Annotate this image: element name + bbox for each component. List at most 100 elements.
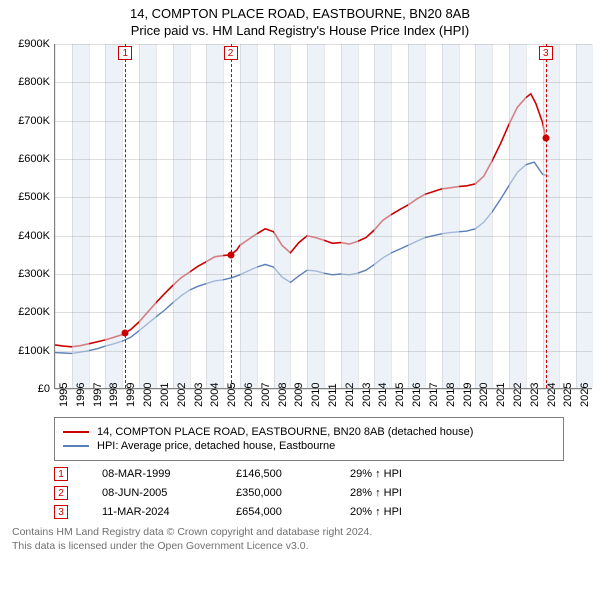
x-tick-label: 2024 [546, 383, 558, 407]
gridline-v [576, 44, 577, 388]
x-tick-label: 2012 [344, 383, 356, 407]
y-tick-label: £0 [38, 383, 50, 395]
y-tick-label: £400K [18, 230, 50, 242]
event-number: 3 [54, 505, 68, 519]
x-tick-label: 2007 [260, 383, 272, 407]
year-shade [206, 44, 223, 388]
gridline-v [324, 44, 325, 388]
y-tick-label: £100K [18, 345, 50, 357]
gridline-v [391, 44, 392, 388]
x-tick-label: 1997 [92, 383, 104, 407]
x-tick-label: 1995 [58, 383, 70, 407]
x-tick-label: 2016 [411, 383, 423, 407]
y-tick-label: £700K [18, 115, 50, 127]
legend-label: HPI: Average price, detached house, East… [97, 440, 335, 452]
gridline-v [274, 44, 275, 388]
x-tick-label: 2017 [428, 383, 440, 407]
event-marker: 3 [539, 46, 553, 60]
event-price: £350,000 [236, 487, 316, 499]
x-tick-label: 2011 [327, 383, 339, 407]
legend-row: 14, COMPTON PLACE ROAD, EASTBOURNE, BN20… [63, 426, 555, 438]
year-shade [105, 44, 122, 388]
x-tick-label: 2003 [193, 383, 205, 407]
x-tick-label: 1998 [108, 383, 120, 407]
y-tick-label: £300K [18, 268, 50, 280]
gridline-v [307, 44, 308, 388]
year-shade [374, 44, 391, 388]
gridline-v [442, 44, 443, 388]
gridline-v [223, 44, 224, 388]
x-tick-label: 1996 [75, 383, 87, 407]
title-line2: Price paid vs. HM Land Registry's House … [8, 23, 592, 38]
title-line1: 14, COMPTON PLACE ROAD, EASTBOURNE, BN20… [8, 6, 592, 21]
gridline-v [475, 44, 476, 388]
year-shade [475, 44, 492, 388]
chart-title-block: 14, COMPTON PLACE ROAD, EASTBOURNE, BN20… [0, 0, 600, 40]
year-shade [274, 44, 291, 388]
event-number: 2 [54, 486, 68, 500]
y-tick-label: £800K [18, 76, 50, 88]
gridline-v [559, 44, 560, 388]
footer-line2: This data is licensed under the Open Gov… [12, 539, 592, 553]
x-tick-label: 2015 [394, 383, 406, 407]
event-marker: 2 [224, 46, 238, 60]
gridline-v [374, 44, 375, 388]
year-shade [240, 44, 257, 388]
x-tick-label: 2021 [495, 383, 507, 407]
gridline-v [257, 44, 258, 388]
gridline-v [55, 44, 56, 388]
gridline-v [509, 44, 510, 388]
event-table-row: 108-MAR-1999£146,50029% ↑ HPI [54, 467, 592, 481]
chart-area: £0£100K£200K£300K£400K£500K£600K£700K£80… [8, 44, 592, 409]
x-tick-label: 2014 [377, 383, 389, 407]
gridline-v [425, 44, 426, 388]
event-hpi: 20% ↑ HPI [350, 506, 440, 518]
x-tick-label: 2018 [445, 383, 457, 407]
x-tick-label: 2022 [512, 383, 524, 407]
x-tick-label: 2004 [209, 383, 221, 407]
x-tick-label: 2009 [293, 383, 305, 407]
year-shade [341, 44, 358, 388]
year-shade [442, 44, 459, 388]
event-point [542, 135, 549, 142]
event-hpi: 28% ↑ HPI [350, 487, 440, 499]
gridline-v [206, 44, 207, 388]
event-line [231, 44, 232, 388]
x-tick-label: 2010 [310, 383, 322, 407]
legend-swatch [63, 431, 89, 433]
event-table-row: 2 08-JUN-2005 £350,000 28% ↑ HPI [54, 486, 592, 500]
y-tick-label: £500K [18, 191, 50, 203]
event-date: 08-JUN-2005 [102, 487, 202, 499]
event-date: 08-MAR-1999 [102, 468, 202, 480]
gridline-v [139, 44, 140, 388]
legend-label: 14, COMPTON PLACE ROAD, EASTBOURNE, BN20… [97, 426, 473, 438]
event-table-row: 311-MAR-2024£654,00020% ↑ HPI [54, 505, 592, 519]
gridline-v [492, 44, 493, 388]
gridline-v [240, 44, 241, 388]
event-point [227, 251, 234, 258]
gridline-v [173, 44, 174, 388]
gridline-v [72, 44, 73, 388]
y-axis: £0£100K£200K£300K£400K£500K£600K£700K£80… [8, 44, 54, 389]
event-hpi: 29% ↑ HPI [350, 468, 440, 480]
x-tick-label: 2006 [243, 383, 255, 407]
x-tick-label: 2020 [478, 383, 490, 407]
x-tick-label: 2025 [562, 383, 574, 407]
event-date: 11-MAR-2024 [102, 506, 202, 518]
footer: Contains HM Land Registry data © Crown c… [12, 525, 592, 553]
x-tick-label: 2008 [277, 383, 289, 407]
gridline-v [190, 44, 191, 388]
gridline-v [526, 44, 527, 388]
gridline-v [543, 44, 544, 388]
year-shade [408, 44, 425, 388]
year-shade [307, 44, 324, 388]
gridline-v [105, 44, 106, 388]
gridline-v [341, 44, 342, 388]
x-tick-label: 2013 [361, 383, 373, 407]
x-tick-label: 2000 [142, 383, 154, 407]
legend-swatch [63, 445, 89, 447]
y-tick-label: £900K [18, 38, 50, 50]
legend: 14, COMPTON PLACE ROAD, EASTBOURNE, BN20… [54, 417, 564, 461]
events-table: 108-MAR-1999£146,50029% ↑ HPI 2 08-JUN-200… [54, 467, 592, 519]
x-tick-label: 2005 [226, 383, 238, 407]
